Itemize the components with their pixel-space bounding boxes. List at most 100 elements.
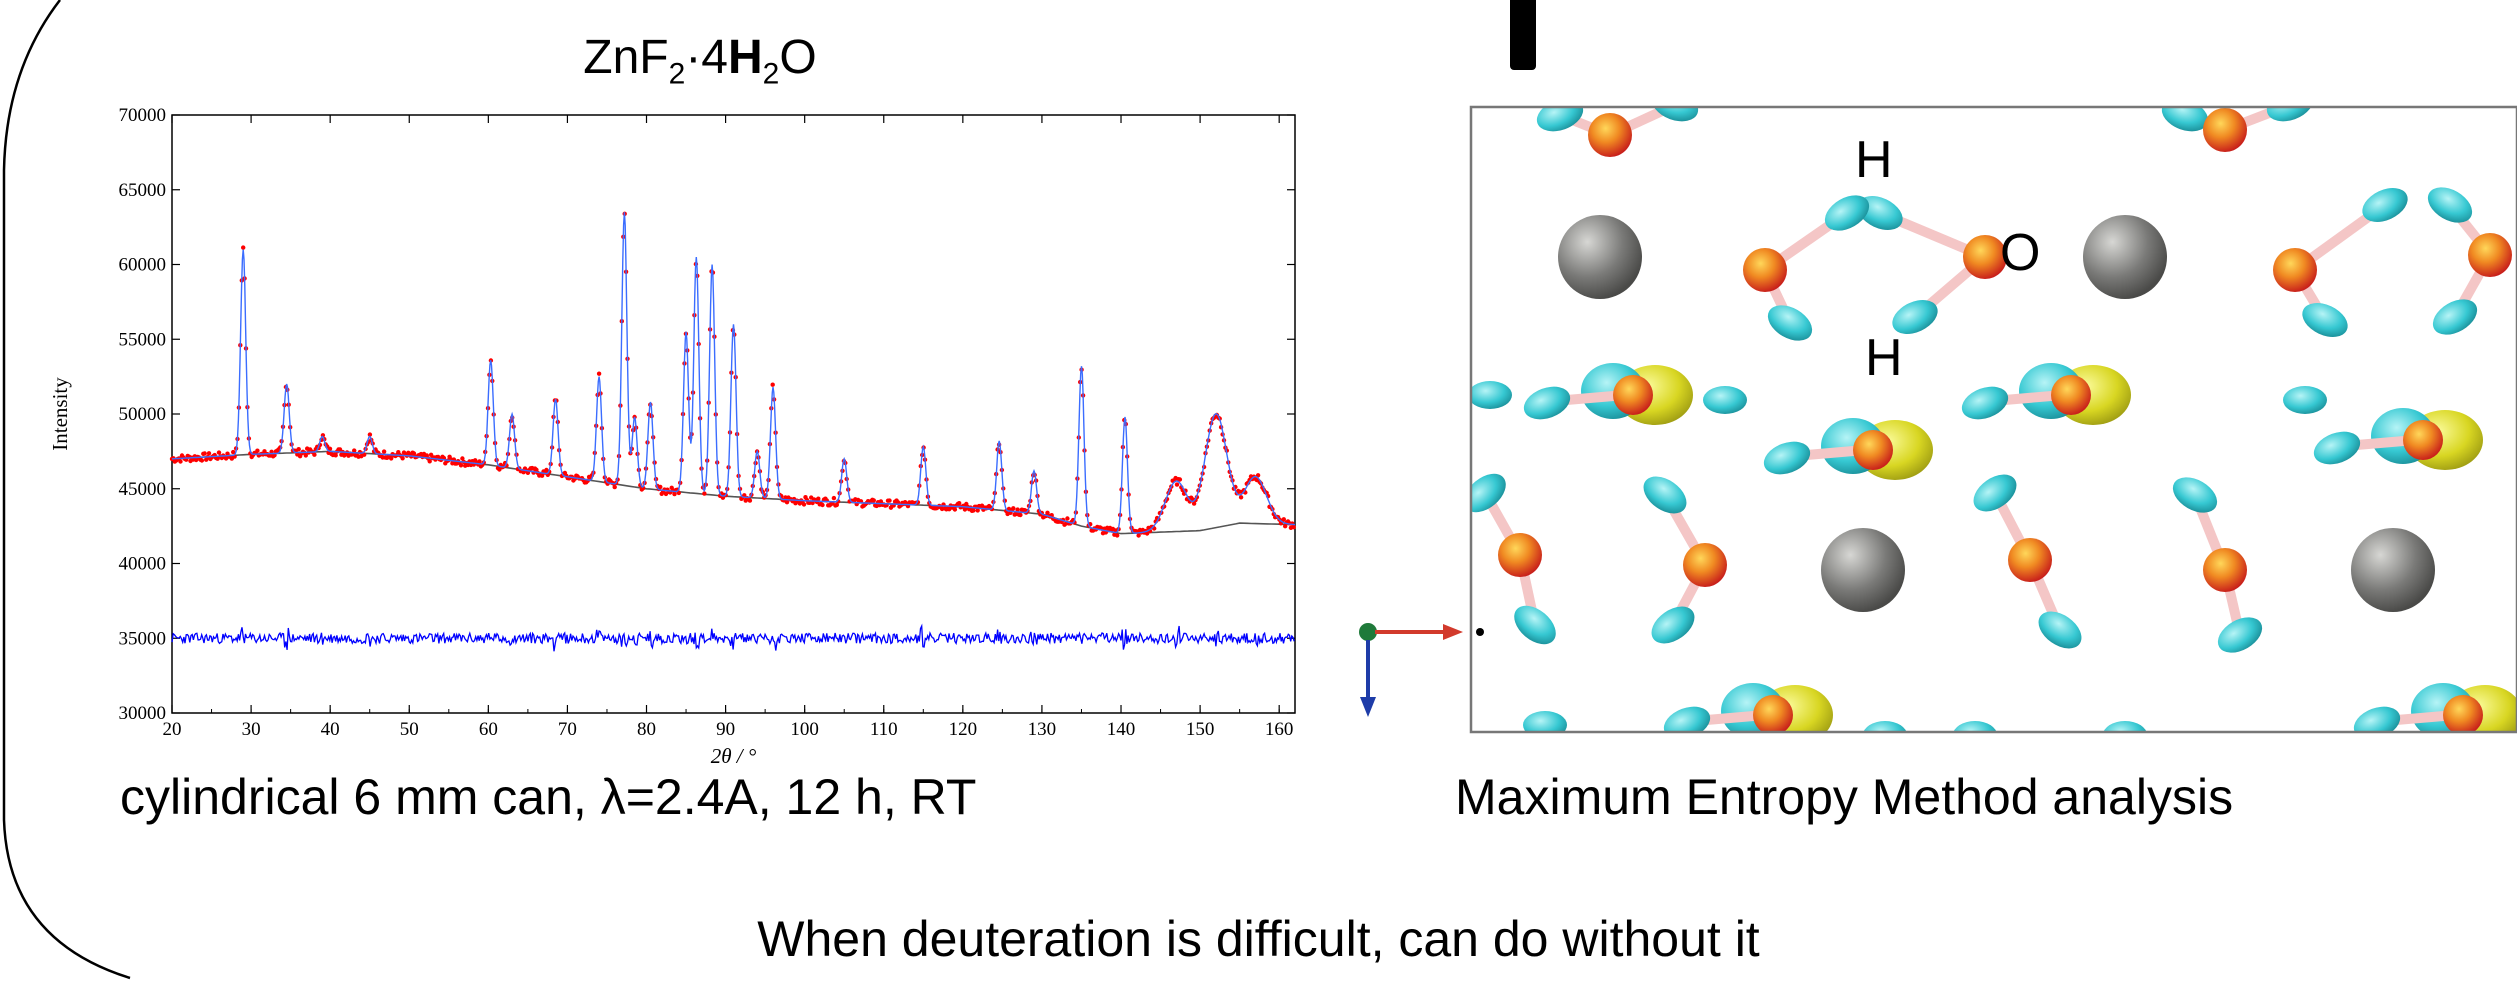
oxygen-atom xyxy=(2203,548,2247,592)
x-tick-label: 50 xyxy=(400,719,419,740)
observed-point xyxy=(333,453,338,458)
hydrogen-density xyxy=(2432,299,2478,335)
observed-point xyxy=(887,498,892,503)
x-tick-label: 90 xyxy=(716,719,735,740)
x-tick-label: 30 xyxy=(242,719,261,740)
observed-point xyxy=(895,500,901,505)
hydrogen-density xyxy=(1651,107,1699,122)
oxygen-atom xyxy=(2403,420,2443,460)
observed-point xyxy=(178,459,183,464)
observed-point xyxy=(702,491,707,496)
mem-density-map: H O H xyxy=(1359,105,2517,734)
hydrogen-density xyxy=(1703,386,1747,414)
x-tick-label: 150 xyxy=(1186,719,1215,740)
zinc-atom xyxy=(2351,528,2435,612)
y-axis-label: Intensity xyxy=(48,377,72,451)
x-tick-label: 100 xyxy=(790,719,819,740)
observed-point xyxy=(427,459,432,464)
hydrogen-density xyxy=(1663,706,1711,732)
hydrogen-density xyxy=(2353,706,2401,732)
observed-point xyxy=(952,507,958,512)
observed-point xyxy=(612,484,617,490)
chart-caption: cylindrical 6 mm can, λ=2.4A, 12 h, RT xyxy=(120,769,977,825)
observed-point xyxy=(255,448,260,453)
hydrogen-density xyxy=(1961,386,2009,420)
y-tick-label: 60000 xyxy=(119,255,167,276)
x-tick-label: 140 xyxy=(1107,719,1136,740)
zinc-atom xyxy=(1821,528,1905,612)
x-tick-label: 80 xyxy=(637,719,656,740)
hydrogen-density xyxy=(2103,721,2147,732)
observed-point xyxy=(460,456,465,461)
hydrogen-density xyxy=(2427,187,2473,223)
x-tick-label: 120 xyxy=(949,719,978,740)
title-formula-main: ZnF xyxy=(583,31,669,84)
observed-point xyxy=(241,245,246,250)
observed-point xyxy=(458,463,464,468)
y-tick-label: 30000 xyxy=(119,703,167,724)
observed-point xyxy=(312,452,317,457)
x-tick-label: 60 xyxy=(479,719,498,740)
observed-point xyxy=(596,371,602,376)
hydrogen-density xyxy=(2172,477,2218,513)
hydrogen-density xyxy=(2161,107,2209,132)
observed-point xyxy=(770,382,775,387)
observed-point xyxy=(539,473,545,478)
observed-point xyxy=(871,498,876,503)
zinc-atom xyxy=(2083,215,2167,299)
y-tick-label: 70000 xyxy=(119,105,167,126)
observed-point xyxy=(747,498,753,503)
y-tick-label: 35000 xyxy=(119,628,167,649)
oxygen-atom xyxy=(1498,533,1542,577)
observed-point xyxy=(303,453,308,458)
observed-point xyxy=(1015,507,1020,512)
observed-point xyxy=(1281,517,1287,522)
observed-point xyxy=(1174,482,1180,487)
observed-point xyxy=(206,451,212,456)
hydrogen-density xyxy=(2217,617,2263,653)
observed-point xyxy=(202,451,207,456)
unit-cell-frame xyxy=(1469,105,2517,734)
background-curve xyxy=(171,450,1296,535)
hydrogen-density xyxy=(1514,605,1556,645)
label-h-bottom: H xyxy=(1865,329,1903,387)
observed-point xyxy=(362,452,367,457)
label-o-right: O xyxy=(2000,224,2040,282)
observed-point xyxy=(1136,533,1141,538)
oxygen-atom xyxy=(1743,248,1787,292)
observed-point xyxy=(216,450,222,455)
y-tick-label: 55000 xyxy=(119,329,167,350)
observed-point xyxy=(831,495,837,501)
observed-point xyxy=(1191,501,1197,506)
plot-frame xyxy=(171,114,1296,714)
title-fragment xyxy=(1510,0,1536,70)
observed-point xyxy=(975,508,980,513)
hydrogen-density xyxy=(1763,441,1811,475)
observed-point xyxy=(1144,531,1150,536)
title-formula-bold: H xyxy=(728,31,763,84)
y-tick-label: 45000 xyxy=(119,479,167,500)
observed-point xyxy=(658,484,663,490)
observed-point xyxy=(428,452,434,457)
hydrogen-density xyxy=(2283,386,2327,414)
calculated-curve xyxy=(171,212,1296,534)
oxygen-atom xyxy=(2468,233,2512,277)
oxygen-atom xyxy=(1588,113,1632,157)
bottom-note: When deuteration is difficult, can do wi… xyxy=(757,911,1760,967)
x-tick-label: 130 xyxy=(1028,719,1057,740)
zinc-atom xyxy=(1558,215,1642,299)
x-tick-label: 20 xyxy=(163,719,182,740)
observed-point xyxy=(352,448,357,453)
hydrogen-density xyxy=(2362,188,2408,222)
title-formula-end: O xyxy=(779,31,817,84)
observed-point xyxy=(672,491,677,497)
hydrogen-density xyxy=(1471,381,1512,409)
title-sub-2: 2 xyxy=(762,57,780,91)
x-axis-label: 2θ / ° xyxy=(711,744,757,768)
observed-point xyxy=(820,502,825,508)
observed-point xyxy=(296,447,301,452)
observed-point xyxy=(477,459,482,464)
observed-point xyxy=(1255,473,1261,478)
x-tick-label: 70 xyxy=(558,719,577,740)
